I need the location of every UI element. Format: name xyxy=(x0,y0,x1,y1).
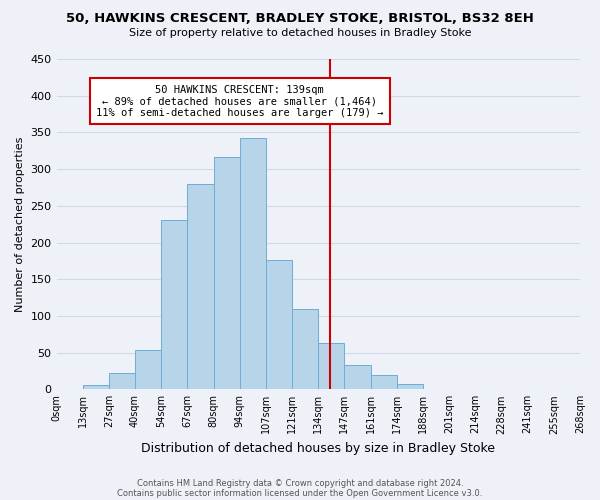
Bar xyxy=(161,220,187,390)
Y-axis label: Number of detached properties: Number of detached properties xyxy=(15,136,25,312)
Bar xyxy=(240,138,266,390)
Bar xyxy=(371,376,397,390)
Bar xyxy=(344,365,371,390)
Bar xyxy=(397,384,423,390)
Text: Contains HM Land Registry data © Crown copyright and database right 2024.: Contains HM Land Registry data © Crown c… xyxy=(137,478,463,488)
Bar xyxy=(83,385,109,390)
Bar xyxy=(266,260,292,390)
Text: Contains public sector information licensed under the Open Government Licence v3: Contains public sector information licen… xyxy=(118,488,482,498)
Text: 50, HAWKINS CRESCENT, BRADLEY STOKE, BRISTOL, BS32 8EH: 50, HAWKINS CRESCENT, BRADLEY STOKE, BRI… xyxy=(66,12,534,26)
X-axis label: Distribution of detached houses by size in Bradley Stoke: Distribution of detached houses by size … xyxy=(141,442,495,455)
Bar xyxy=(135,350,161,390)
Bar xyxy=(214,158,240,390)
Text: 50 HAWKINS CRESCENT: 139sqm
← 89% of detached houses are smaller (1,464)
11% of : 50 HAWKINS CRESCENT: 139sqm ← 89% of det… xyxy=(96,84,383,118)
Bar xyxy=(109,373,135,390)
Bar xyxy=(187,184,214,390)
Bar xyxy=(318,343,344,390)
Bar xyxy=(292,310,318,390)
Text: Size of property relative to detached houses in Bradley Stoke: Size of property relative to detached ho… xyxy=(129,28,471,38)
